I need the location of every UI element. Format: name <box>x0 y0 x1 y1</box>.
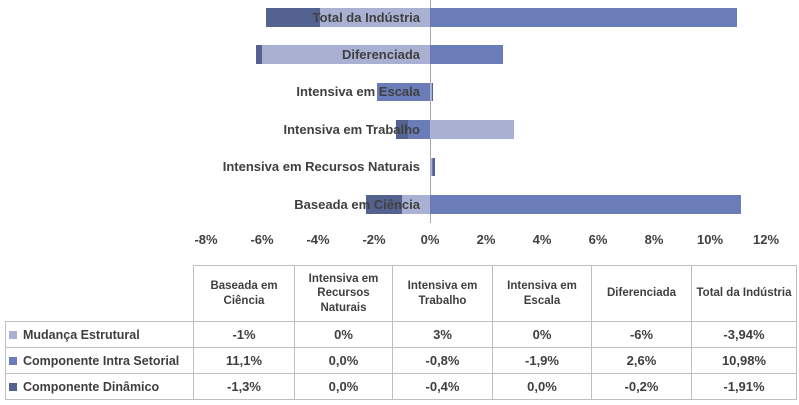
category-label-baseada-em-ci-ncia: Baseada em Ciência <box>294 196 420 212</box>
column-header-total-da-ind-stria: Total da Indústria <box>692 265 797 322</box>
x-tick-4-: 4% <box>532 232 552 247</box>
row-label-text: Componente Intra Setorial <box>23 353 180 368</box>
bar-segment-mudan-a-estrutural-intensiva-em-escala <box>430 82 432 102</box>
value-intensiva-em-recursos-naturais-r2: 0,0% <box>295 374 393 400</box>
category-label-intensiva-em-recursos-naturais: Intensiva em Recursos Naturais <box>222 159 420 175</box>
value-intensiva-em-trabalho-r1: -0,8% <box>393 348 493 374</box>
category-label-total-da-ind-stria: Total da Indústria <box>312 9 420 25</box>
bar-segment-componente-din-mico-diferenciada <box>256 45 262 64</box>
legend-swatch-componente-din-mico <box>9 382 17 391</box>
value-diferenciada-r1: 2,6% <box>592 348 692 374</box>
row-label-text: Componente Dinâmico <box>23 379 160 394</box>
row-label-componente-intra-setorial: Componente Intra Setorial <box>5 348 194 374</box>
x-tick--8-: -8% <box>194 232 218 247</box>
chart-plot-area: Total da Indústria Diferenciada Intensiva … <box>194 0 780 247</box>
column-header-diferenciada: Diferenciada <box>592 265 692 322</box>
value-baseada-em-ci-ncia-r1: 11,1% <box>194 348 295 374</box>
category-label-intensiva-em-escala: Intensiva em Escala <box>296 84 420 100</box>
zero-axis-line <box>430 0 431 223</box>
x-tick--2-: -2% <box>362 232 386 247</box>
bar-segment-mudan-a-estrutural-intensiva-em-trabalho <box>430 120 514 139</box>
column-header-baseada-em-ci-ncia: Baseada em Ciência <box>194 265 295 322</box>
legend-swatch-mudan-a-estrutural <box>9 330 17 339</box>
row-label-text: Mudança Estrutural <box>23 327 140 342</box>
row-label-mudan-a-estrutural: Mudança Estrutural <box>5 322 194 348</box>
value-total-da-ind-stria-r2: -1,91% <box>692 374 797 400</box>
category-label-intensiva-em-trabalho: Intensiva em Trabalho <box>283 121 420 137</box>
column-header-intensiva-em-trabalho: Intensiva em Trabalho <box>393 265 493 322</box>
bar-segment-mudan-a-estrutural-diferenciada <box>262 45 430 64</box>
row-label-componente-din-mico: Componente Dinâmico <box>5 374 194 400</box>
bar-segment-componente-din-mico-total-da-ind-stria <box>266 8 320 27</box>
legend-swatch-componente-intra-setorial <box>9 356 17 365</box>
value-intensiva-em-escala-r0: 0% <box>493 322 592 348</box>
category-label-diferenciada: Diferenciada <box>341 46 420 62</box>
x-tick-2-: 2% <box>476 232 496 247</box>
value-intensiva-em-escala-r1: -1,9% <box>493 348 592 374</box>
bar-segment-componente-intra-setorial-diferenciada <box>430 45 503 64</box>
data-table: Baseada em Ciência Intensiva em Recursos … <box>5 265 797 400</box>
bar-segment-componente-intra-setorial-intensiva-em-escala <box>376 82 430 102</box>
x-tick--6-: -6% <box>250 232 274 247</box>
x-tick-8-: 8% <box>644 232 664 247</box>
table-corner-cell <box>5 265 194 322</box>
x-tick-0-: 0% <box>420 232 440 247</box>
value-total-da-ind-stria-r1: 10,98% <box>692 348 797 374</box>
bar-segment-componente-din-mico-baseada-em-ci-ncia <box>365 195 402 214</box>
bar-segment-componente-din-mico-intensiva-em-escala <box>431 82 434 102</box>
value-total-da-ind-stria-r0: -3,94% <box>692 322 797 348</box>
value-intensiva-em-recursos-naturais-r1: 0,0% <box>295 348 393 374</box>
value-baseada-em-ci-ncia-r2: -1,3% <box>194 374 295 400</box>
bar-segment-mudan-a-estrutural-intensiva-em-recursos-naturais <box>430 157 432 177</box>
bar-segment-componente-intra-setorial-baseada-em-ci-ncia <box>430 195 741 214</box>
bar-segment-componente-intra-setorial-intensiva-em-trabalho <box>407 120 430 139</box>
value-baseada-em-ci-ncia-r0: -1% <box>194 322 295 348</box>
value-diferenciada-r0: -6% <box>592 322 692 348</box>
x-tick-10-: 10% <box>696 232 724 247</box>
column-header-intensiva-em-recursos-naturais: Intensiva em Recursos Naturais <box>295 265 393 322</box>
value-intensiva-em-recursos-naturais-r0: 0% <box>295 322 393 348</box>
x-tick-12-: 12% <box>752 232 780 247</box>
bar-segment-componente-din-mico-intensiva-em-recursos-naturais <box>433 157 435 177</box>
value-diferenciada-r2: -0,2% <box>592 374 692 400</box>
x-tick--4-: -4% <box>306 232 330 247</box>
value-intensiva-em-trabalho-r0: 3% <box>393 322 493 348</box>
bar-segment-componente-intra-setorial-total-da-ind-stria <box>430 8 738 27</box>
bar-segment-mudan-a-estrutural-baseada-em-ci-ncia <box>402 195 430 214</box>
bar-segment-mudan-a-estrutural-total-da-ind-stria <box>319 8 430 27</box>
bar-segment-componente-din-mico-intensiva-em-trabalho <box>396 120 408 139</box>
value-intensiva-em-trabalho-r2: -0,4% <box>393 374 493 400</box>
value-intensiva-em-escala-r2: 0,0% <box>493 374 592 400</box>
column-header-intensiva-em-escala: Intensiva em Escala <box>493 265 592 322</box>
bar-segment-componente-intra-setorial-intensiva-em-recursos-naturais <box>431 157 434 177</box>
x-tick-6-: 6% <box>588 232 608 247</box>
